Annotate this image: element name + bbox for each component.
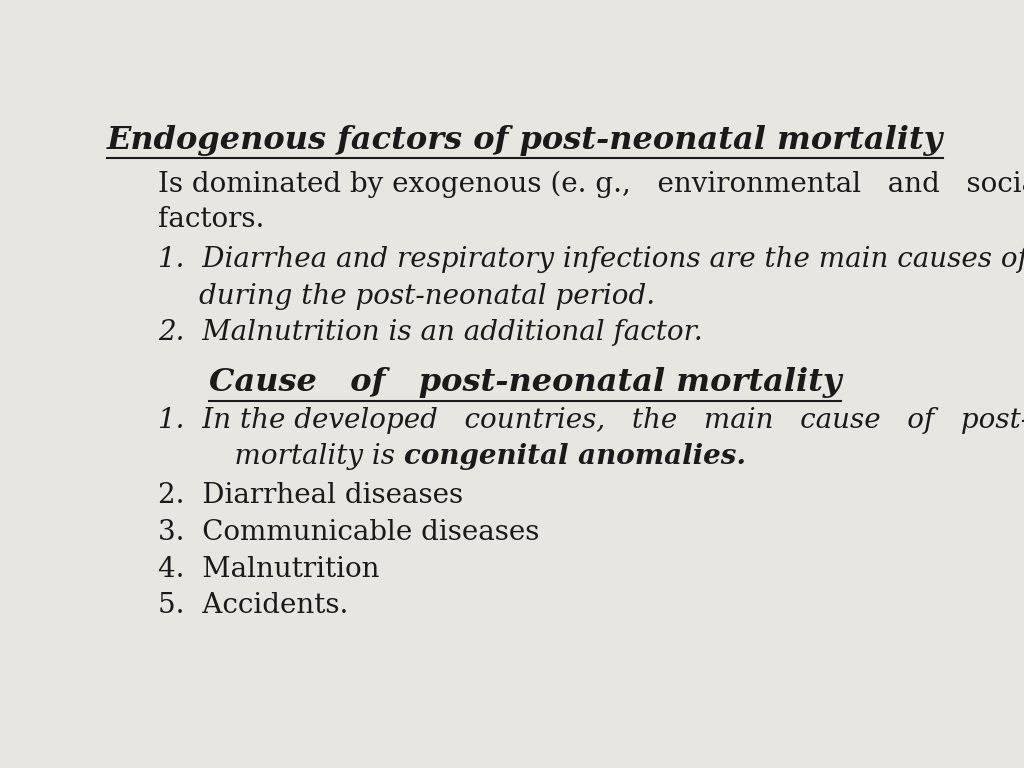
Text: factors.: factors.	[158, 206, 264, 233]
Text: 1.  Diarrhea and respiratory infections are the main causes of death: 1. Diarrhea and respiratory infections a…	[158, 246, 1024, 273]
Text: 2.  Diarrheal diseases: 2. Diarrheal diseases	[158, 482, 463, 509]
Text: 3.  Communicable diseases: 3. Communicable diseases	[158, 519, 540, 546]
Text: during the post-neonatal period.: during the post-neonatal period.	[200, 283, 655, 310]
Text: 2.  Malnutrition is an additional factor.: 2. Malnutrition is an additional factor.	[158, 319, 702, 346]
Text: mortality is: mortality is	[200, 443, 404, 471]
Text: 5.  Accidents.: 5. Accidents.	[158, 592, 348, 620]
Text: 1.  In the developed   countries,   the   main   cause   of   post-neonatal: 1. In the developed countries, the main …	[158, 407, 1024, 434]
Text: Endogenous factors of post-neonatal mortality: Endogenous factors of post-neonatal mort…	[106, 124, 943, 156]
Text: 4.  Malnutrition: 4. Malnutrition	[158, 556, 380, 583]
Text: Is dominated by exogenous (e. g.,   environmental   and   social): Is dominated by exogenous (e. g., enviro…	[158, 170, 1024, 197]
Text: Cause   of   post-neonatal mortality: Cause of post-neonatal mortality	[209, 367, 841, 398]
Text: congenital anomalies.: congenital anomalies.	[404, 443, 746, 471]
